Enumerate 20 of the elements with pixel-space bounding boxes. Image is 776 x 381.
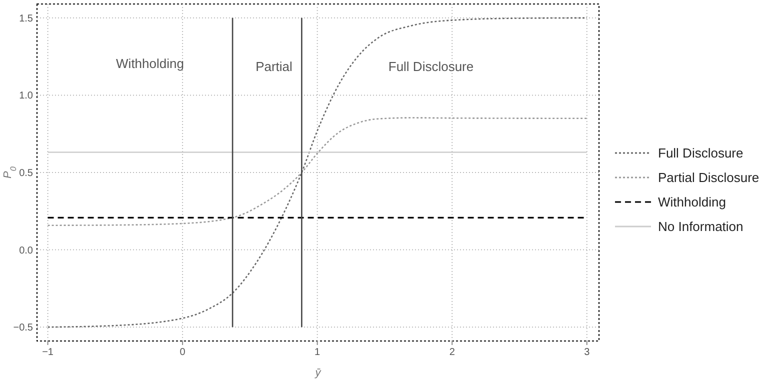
x-tick-label: 3 (584, 347, 590, 358)
y-tick-label: 0.0 (19, 245, 34, 256)
y-tick-label: 1.0 (19, 90, 34, 102)
x-tick-label: 1 (314, 347, 321, 358)
legend-label: No Information (658, 219, 744, 234)
annotation: Full Disclosure (388, 59, 474, 74)
line-series (47, 117, 588, 226)
x-axis-title: ȳ (314, 367, 322, 379)
legend-label: Withholding (658, 194, 726, 210)
y-tick-label: 0.5 (19, 168, 34, 179)
annotation: Withholding (116, 56, 184, 71)
legend-label: Full Disclosure (658, 146, 744, 160)
x-tick-label: −1 (42, 347, 54, 358)
x-tick-label: 2 (449, 347, 456, 358)
line-series (47, 17, 588, 328)
x-tick-label: 0 (180, 347, 186, 358)
legend-label: Partial Disclosure (658, 170, 760, 185)
y-tick-label: −0.5 (13, 322, 34, 334)
y-tick-label: 1.5 (19, 13, 34, 24)
annotation: Partial (256, 59, 293, 74)
